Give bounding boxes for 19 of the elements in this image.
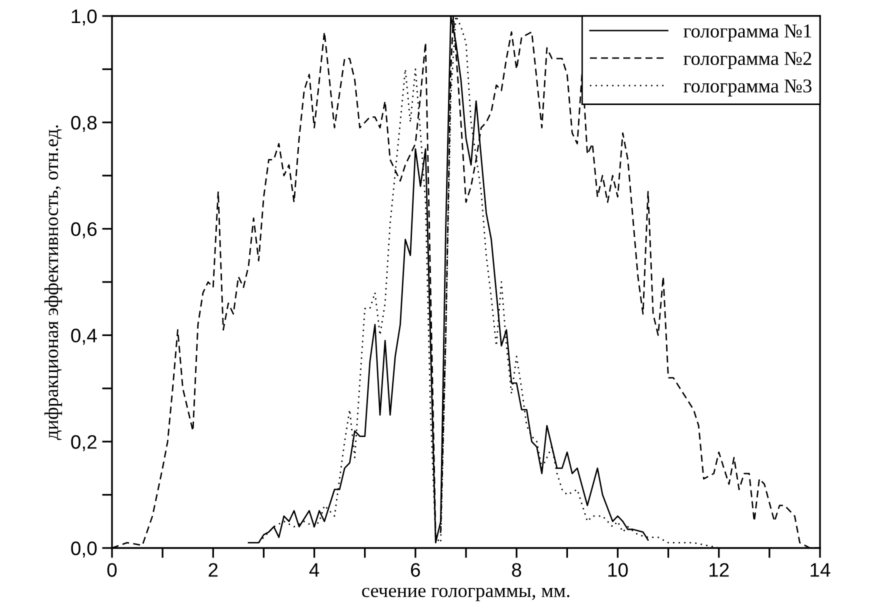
y-axis-title: дифракционая эффективность, отн.ед. [44, 125, 62, 440]
x-tick-label: 6 [411, 563, 420, 577]
legend-label: голограмма №2 [684, 52, 812, 70]
legend-label: голограмма №3 [684, 79, 812, 96]
x-axis-title: сечение голограммы, мм. [362, 588, 570, 602]
x-tick-label: 12 [710, 563, 729, 577]
x-tick-label: 2 [208, 563, 218, 577]
x-tick-label: 8 [512, 563, 522, 577]
y-tick-label: 0,2 [71, 435, 96, 452]
y-tick-label: 0,8 [71, 116, 97, 132]
y-tick-label: 1,0 [72, 9, 97, 26]
legend-label: голограмма №1 [684, 24, 812, 42]
x-tick-label: 4 [309, 563, 320, 577]
y-tick-label: 0,4 [71, 328, 97, 345]
x-tick-label: 10 [608, 563, 628, 577]
y-tick-label: 0,0 [71, 541, 97, 558]
x-tick-label: 0 [107, 563, 117, 577]
x-tick-label: 14 [810, 563, 830, 577]
y-tick-label: 0,6 [71, 222, 97, 238]
